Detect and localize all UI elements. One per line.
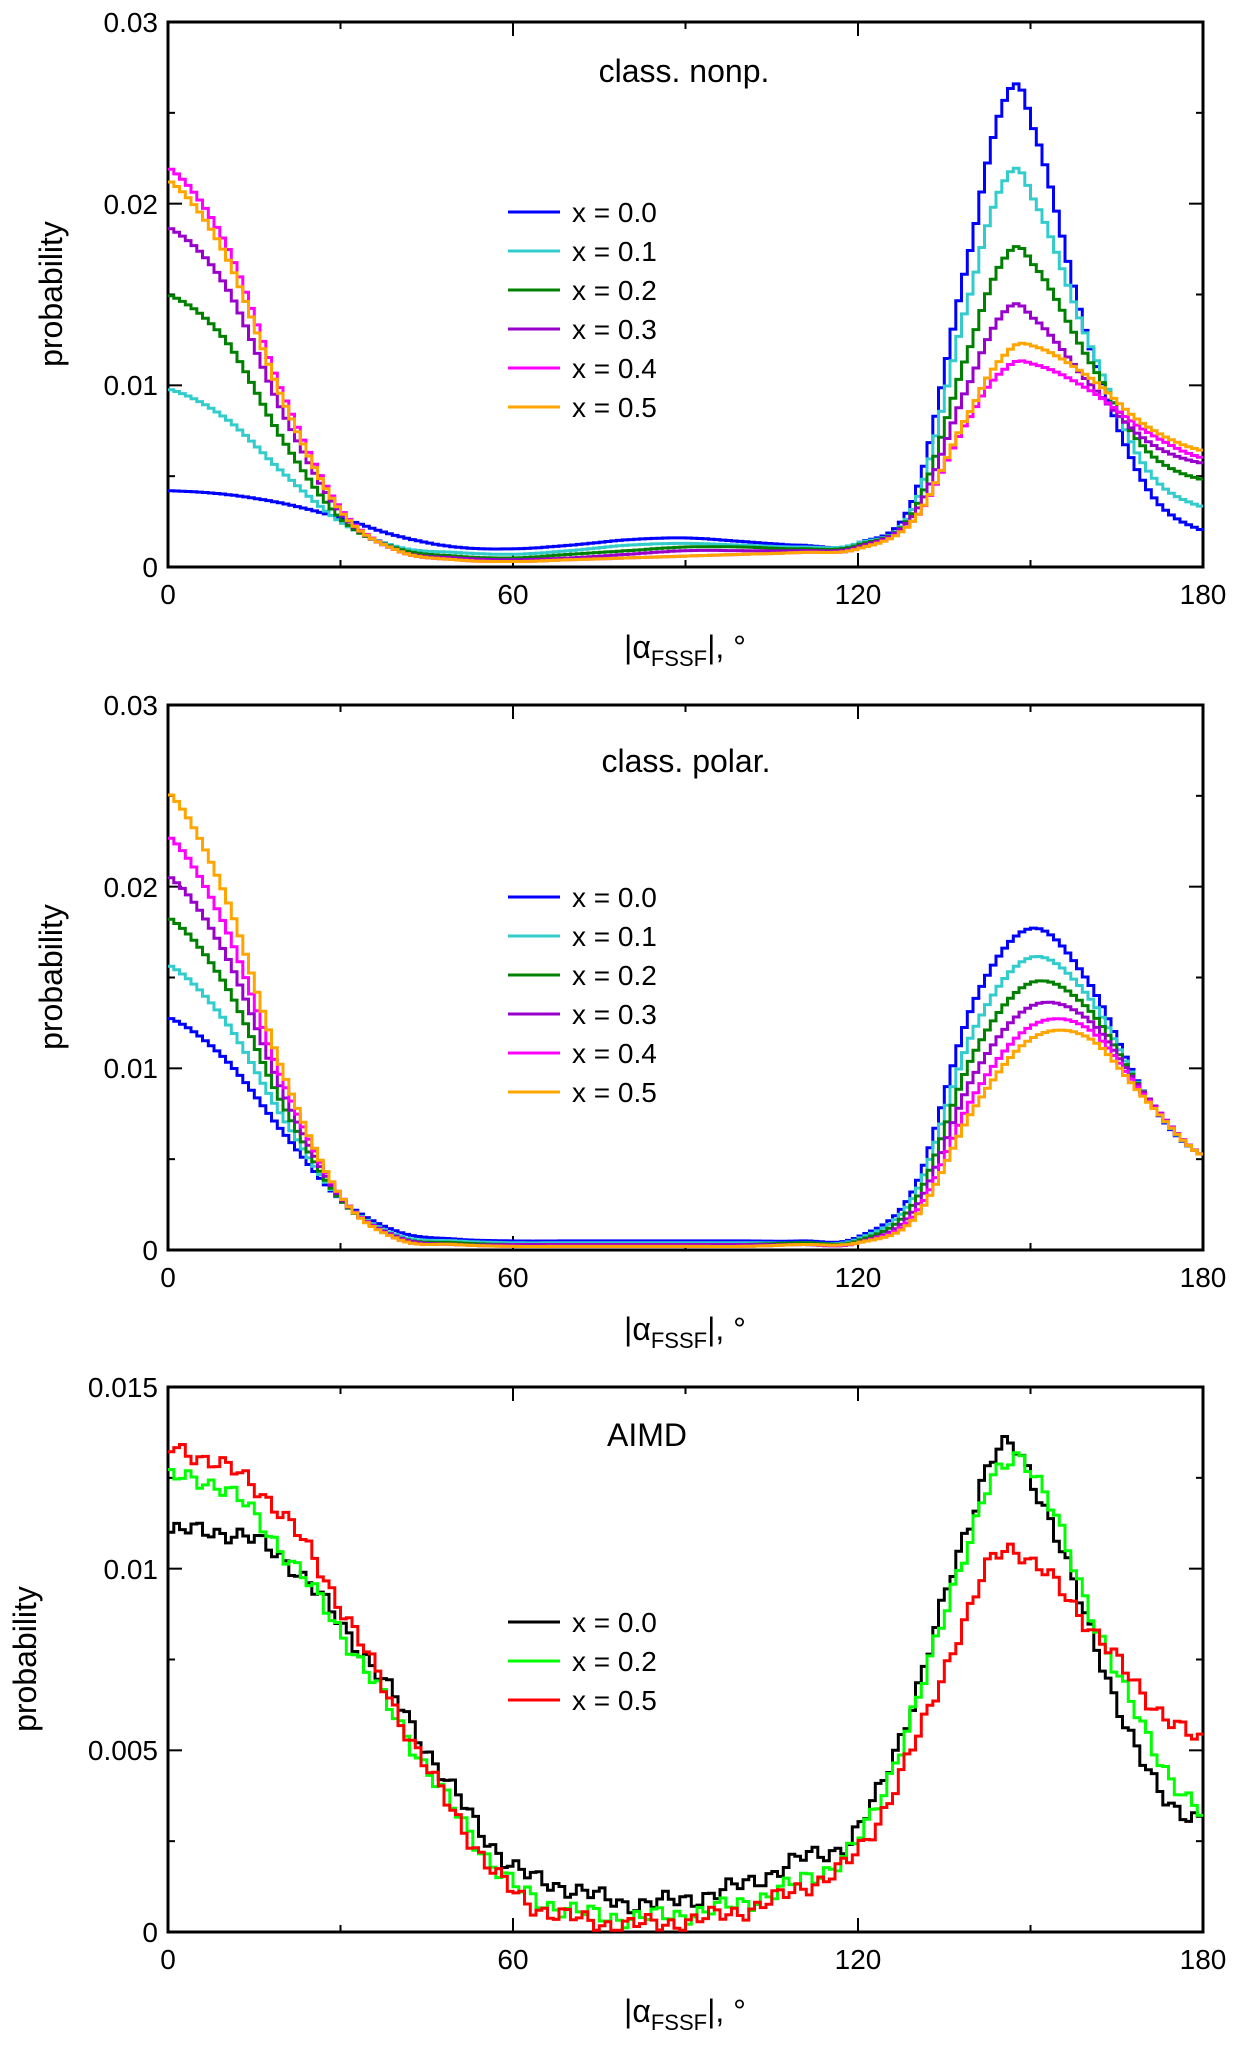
x-axis-label-subscript: FSSF [651, 2010, 707, 2035]
legend-label: x = 0.3 [572, 999, 657, 1030]
x-tick-label: 0 [160, 579, 176, 610]
x-axis-label-tail: |, ° [707, 1993, 746, 2029]
tick-marks [167, 1386, 1204, 1933]
legend-entry: x = 0.0 [508, 197, 657, 228]
x-tick-labels: 0 60 120 180 [160, 1944, 1226, 1975]
y-tick-label: 0.01 [104, 1554, 159, 1585]
legend-entry: x = 0.5 [508, 1077, 657, 1108]
x-axis-label: |αFSSF|, ° [624, 1311, 746, 1353]
series-lines [168, 82, 1203, 563]
x-axis-label-tail: |, ° [707, 629, 746, 665]
legend-label: x = 0.2 [572, 960, 657, 991]
series-line-00 [168, 926, 1203, 1244]
legend-entry: x = 0.5 [508, 1685, 657, 1716]
x-tick-labels: 0 60 120 180 [160, 579, 1226, 610]
legend: x = 0.0 x = 0.1 x = 0.2 x = 0.3 x = 0.4 … [508, 197, 657, 423]
series-line-02 [168, 1451, 1203, 1930]
x-axis-label-tail: |, ° [707, 1311, 746, 1347]
x-tick-label: 180 [1180, 1944, 1227, 1975]
y-tick-label: 0.03 [104, 690, 159, 721]
x-tick-label: 180 [1180, 1262, 1227, 1293]
legend-label: x = 0.1 [572, 921, 657, 952]
y-tick-labels: 0 0.01 0.02 0.03 [104, 7, 159, 583]
x-axis-label: |αFSSF|, ° [624, 1993, 746, 2035]
series-line-05 [168, 1443, 1203, 1932]
series-line-05 [168, 180, 1203, 563]
x-tick-label: 120 [835, 1262, 882, 1293]
chart-title: class. nonp. [599, 53, 770, 89]
y-tick-label: 0.01 [104, 370, 159, 401]
legend: x = 0.0 x = 0.2 x = 0.5 [508, 1607, 657, 1716]
chart-title: AIMD [607, 1417, 687, 1453]
legend-label: x = 0.1 [572, 236, 657, 267]
y-axis-label: probability [33, 221, 69, 367]
series-lines [168, 793, 1203, 1248]
legend-label: x = 0.0 [572, 1607, 657, 1638]
legend-entry: x = 0.2 [508, 275, 657, 306]
x-tick-label: 0 [160, 1262, 176, 1293]
series-line-01 [168, 166, 1203, 556]
series-line-02 [168, 917, 1203, 1247]
chart-panel-polarizable: class. polar. probability |αFSSF|, ° 0 6… [33, 690, 1226, 1353]
y-tick-label: 0.01 [104, 1053, 159, 1084]
series-line-02 [168, 245, 1203, 560]
legend: x = 0.0 x = 0.1 x = 0.2 x = 0.3 x = 0.4 … [508, 882, 657, 1108]
y-tick-label: 0.02 [104, 189, 159, 220]
x-axis-label-main: |α [624, 629, 651, 665]
legend-entry: x = 0.5 [508, 392, 657, 423]
legend-label: x = 0.5 [572, 1685, 657, 1716]
x-axis-label-subscript: FSSF [651, 1328, 707, 1353]
chart-panel-nonpolarizable: class. nonp. probability |αFSSF|, ° 0 60… [33, 7, 1226, 671]
legend-entry: x = 0.1 [508, 236, 657, 267]
legend-label: x = 0.0 [572, 197, 657, 228]
legend-entry: x = 0.2 [508, 1646, 657, 1677]
x-tick-label: 120 [835, 579, 882, 610]
x-tick-label: 120 [835, 1944, 882, 1975]
x-tick-label: 60 [497, 1944, 528, 1975]
series-lines [168, 1435, 1203, 1932]
y-tick-labels: 0 0.005 0.01 0.015 [88, 1372, 158, 1948]
y-tick-label: 0 [142, 1917, 158, 1948]
legend-entry: x = 0.0 [508, 882, 657, 913]
legend-entry: x = 0.4 [508, 1038, 657, 1069]
x-tick-label: 60 [497, 1262, 528, 1293]
x-tick-label: 60 [497, 579, 528, 610]
y-tick-label: 0.005 [88, 1735, 158, 1766]
legend-entry: x = 0.3 [508, 999, 657, 1030]
x-tick-label: 180 [1180, 579, 1227, 610]
legend-label: x = 0.2 [572, 1646, 657, 1677]
legend-entry: x = 0.2 [508, 960, 657, 991]
legend-label: x = 0.4 [572, 1038, 657, 1069]
y-tick-labels: 0 0.01 0.02 0.03 [104, 690, 159, 1266]
y-tick-label: 0.02 [104, 872, 159, 903]
plot-frame [166, 1385, 1205, 1934]
legend-entry: x = 0.0 [508, 1607, 657, 1638]
legend-label: x = 0.3 [572, 314, 657, 345]
legend-label: x = 0.2 [572, 275, 657, 306]
chart-title: class. polar. [602, 743, 771, 779]
y-tick-label: 0 [142, 1235, 158, 1266]
x-tick-label: 0 [160, 1944, 176, 1975]
legend-label: x = 0.0 [572, 882, 657, 913]
legend-label: x = 0.5 [572, 1077, 657, 1108]
legend-label: x = 0.4 [572, 353, 657, 384]
legend-entry: x = 0.3 [508, 314, 657, 345]
series-line-01 [168, 955, 1203, 1246]
legend-label: x = 0.5 [572, 392, 657, 423]
y-tick-label: 0.015 [88, 1372, 158, 1403]
x-axis-label-subscript: FSSF [651, 646, 707, 671]
y-tick-label: 0.03 [104, 7, 159, 38]
legend-entry: x = 0.1 [508, 921, 657, 952]
legend-entry: x = 0.4 [508, 353, 657, 384]
x-axis-label-main: |α [624, 1311, 651, 1347]
series-line-05 [168, 793, 1203, 1248]
y-axis-label: probability [33, 904, 69, 1050]
y-tick-label: 0 [142, 552, 158, 583]
chart-panel-aimd: AIMD probability |αFSSF|, ° 0 60 120 180… [7, 1372, 1226, 2035]
y-axis-label: probability [7, 1586, 43, 1732]
x-axis-label-main: |α [624, 1993, 651, 2029]
x-axis-label: |αFSSF|, ° [624, 629, 746, 671]
x-tick-labels: 0 60 120 180 [160, 1262, 1226, 1293]
